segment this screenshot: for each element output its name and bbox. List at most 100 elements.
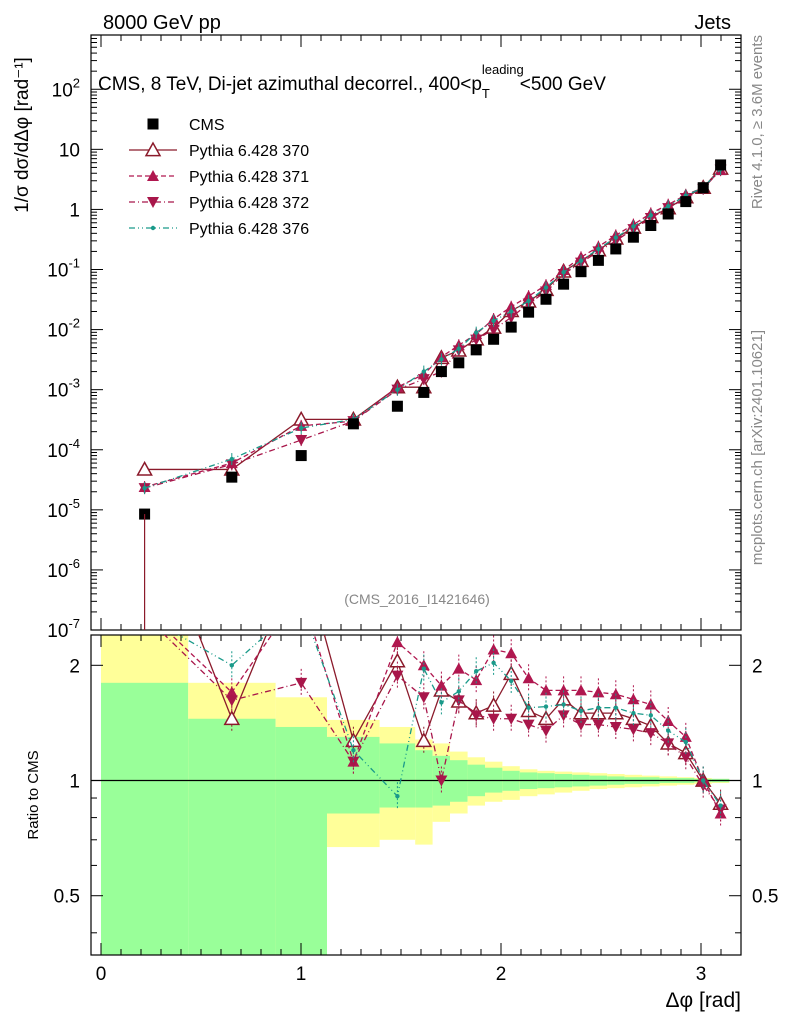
series-4-point: [439, 357, 444, 362]
y-tick-exponent: -1: [68, 256, 80, 271]
plot-title-sup: leading: [482, 62, 524, 77]
cms-data-point: [558, 278, 570, 290]
y-tick-label-main: 10-1: [47, 256, 80, 282]
ratio-2-point: [592, 686, 605, 698]
ratio-3-point: [487, 713, 500, 725]
band-inner: [101, 682, 189, 955]
ratio-line-4: [177, 635, 722, 806]
ratio-4-point: [631, 710, 636, 716]
axis-ticks: 0 1 2 310-710-610-510-410-310-210-11101020.…: [47, 34, 778, 985]
cms-data-point: [453, 357, 465, 369]
band-inner: [188, 718, 276, 955]
cms-data-point: [391, 400, 403, 412]
series-4-point: [456, 346, 461, 351]
series-4-point: [142, 485, 147, 491]
ratio-2-point: [391, 636, 404, 648]
cms-data-point: [295, 450, 307, 462]
band-inner: [415, 750, 433, 808]
ratio-4-point: [683, 739, 688, 745]
ratio-3-point: [679, 752, 692, 764]
ratio-2-point: [505, 647, 518, 659]
y-axis-label-main: 1/σ dσ/dΔφ [rad⁻¹]: [12, 57, 33, 213]
ratio-2-point: [470, 674, 483, 686]
legend-item: Pythia 6.428 372: [129, 195, 309, 212]
legend-marker: [147, 170, 159, 181]
cms-data-point: [610, 243, 622, 255]
rivet-label: Rivet 4.1.0, ≥ 3.6M events: [749, 35, 766, 209]
plot-title: CMS, 8 TeV, Di-jet azimuthal decorrel., …: [98, 62, 606, 101]
y-tick-label-main: 10-3: [47, 376, 80, 402]
cms-data-point: [523, 306, 535, 318]
ratio-3-point: [435, 775, 448, 787]
y-tick-label-main: 1: [69, 200, 80, 221]
y-tick-base: 10: [47, 261, 68, 282]
cms-data-point: [470, 344, 482, 356]
cms-data-point: [697, 182, 709, 194]
y-tick-base: 10: [47, 381, 68, 402]
y-tick-base: 1: [69, 200, 80, 221]
series-4-point: [421, 369, 426, 374]
x-tick-label: 2: [496, 964, 507, 985]
series-4-point: [299, 425, 304, 431]
legend-marker: [147, 118, 159, 130]
legend-label: Pythia 6.428 372: [189, 195, 309, 212]
cms-data-point: [645, 220, 657, 232]
series-3-point: [505, 312, 518, 324]
ratio-4-point: [474, 669, 479, 674]
ratio-2-point: [295, 586, 307, 597]
cms-data-point: [488, 333, 500, 345]
cms-data-point: [575, 266, 587, 278]
cms-data-point: [226, 471, 238, 483]
ratio-3-point: [295, 677, 308, 689]
cms-data-point: [418, 386, 430, 398]
y-tick-exponent: -5: [68, 496, 80, 511]
x-axis-label: Δφ [rad]: [666, 989, 742, 1012]
series-4-point: [561, 270, 566, 275]
cms-data-point: [592, 254, 604, 266]
cms-data-point: [680, 196, 692, 208]
ratio-4-point: [439, 700, 444, 705]
ratio-4-point: [526, 705, 531, 710]
ratio-2-point: [644, 698, 657, 710]
ratio-1-point: [294, 543, 308, 556]
legend: CMS Pythia 6.428 370 Pythia 6.428 371 Pythi…: [129, 117, 309, 238]
series-4-point: [578, 258, 584, 263]
ratio-2-point: [627, 693, 640, 705]
y-tick-base: 10: [47, 441, 68, 462]
y-tick-exponent: -7: [68, 616, 80, 631]
cms-data-point: [435, 366, 447, 378]
ratio-series-group: [163, 543, 729, 828]
y-tick-label-ratio: 0.5: [54, 887, 80, 908]
data-series: [136, 159, 729, 828]
header-left: 8000 GeV pp: [103, 12, 221, 34]
ratio-4-point: [648, 713, 653, 718]
ratio-1-point: [223, 710, 241, 726]
legend-item: Pythia 6.428 371: [129, 169, 309, 186]
ratio-3-point: [714, 804, 727, 816]
ratio-3-point: [662, 738, 675, 750]
y-axis-label-ratio: Ratio to CMS: [25, 750, 42, 839]
ratio-3-point: [627, 724, 640, 736]
ratio-3-point: [470, 710, 483, 722]
y-tick-base: 10: [47, 621, 68, 642]
series-line-4: [144, 168, 722, 489]
ratio-4-point: [229, 663, 234, 668]
series-4-point: [543, 285, 549, 290]
ratio-4-point: [491, 660, 496, 666]
ratio-4-point: [701, 778, 706, 783]
y-tick-base: 10: [47, 561, 68, 582]
y-tick-label-ratio: 2: [69, 656, 80, 677]
legend-label: Pythia 6.428 370: [189, 143, 309, 160]
ratio-4-point: [456, 689, 461, 694]
ratio-3-point: [575, 719, 587, 731]
y-tick-label-main: 10-5: [47, 496, 80, 522]
ratio-3-point: [592, 719, 605, 731]
ratio-2-point: [557, 684, 570, 696]
y-tick-base: 10: [59, 140, 80, 161]
series-4-point: [613, 235, 618, 240]
cms-data-point: [347, 418, 359, 430]
y-tick-exponent: 2: [73, 75, 80, 90]
ratio-3-point: [452, 695, 465, 707]
series-line-2: [144, 169, 722, 488]
